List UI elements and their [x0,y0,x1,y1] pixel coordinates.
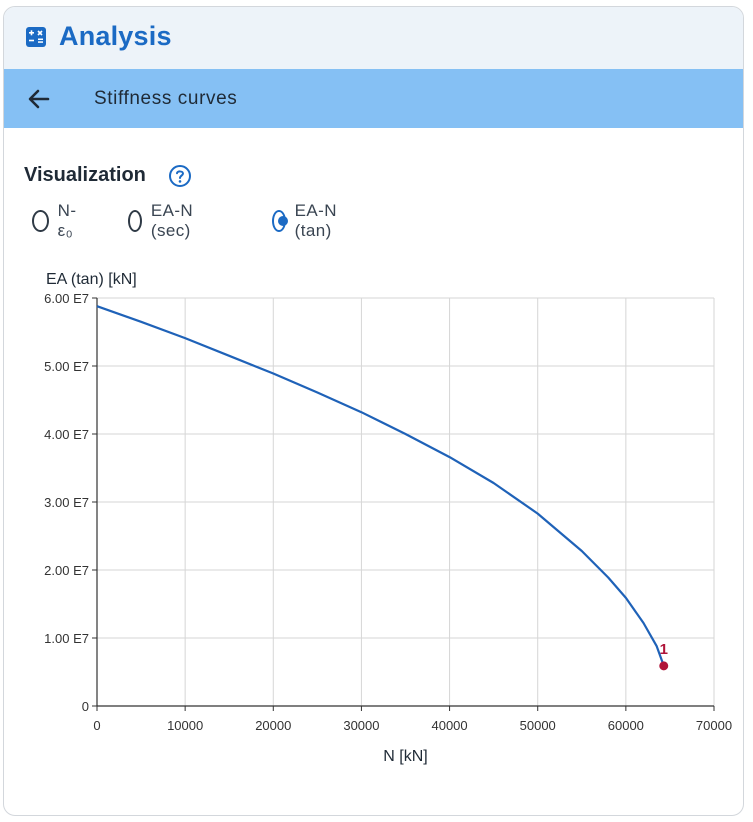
analysis-panel: Analysis Stiffness curves Visualization … [3,6,744,816]
y-axis-label: EA (tan) [kN] [46,271,137,288]
page-title: Stiffness curves [94,88,238,109]
y-tick-label: 4.00 E7 [44,427,89,442]
x-tick-label: 40000 [431,718,467,733]
arrow-left-icon[interactable] [26,86,52,112]
y-tick-label: 5.00 E7 [44,359,89,374]
x-tick-label: 70000 [696,718,732,733]
help-circle-icon[interactable] [168,164,192,188]
radio-button-selected[interactable] [272,210,288,232]
app-header: Analysis [4,7,743,70]
x-tick-label: 60000 [608,718,644,733]
y-tick-label: 0 [82,699,89,714]
y-tick-label: 3.00 E7 [44,495,89,510]
x-tick-label: 20000 [255,718,291,733]
y-tick-label: 6.00 E7 [44,291,89,306]
sub-header: Stiffness curves [4,69,743,128]
y-tick-label: 1.00 E7 [44,631,89,646]
radio-button[interactable] [128,210,142,232]
end-point-label: 1 [660,641,668,658]
x-tick-label: 0 [93,718,100,733]
chart-svg: 0 10000 20000 30000 40000 50000 60000 70000 0 1.0… [44,271,732,765]
end-point-marker [659,661,669,671]
stiffness-chart: 0 10000 20000 30000 40000 50000 60000 70000 0 1.0… [4,262,743,782]
x-tick-label: 30000 [343,718,379,733]
x-axis-label: N [kN] [383,748,427,765]
radio-ea-n-tan[interactable]: EA-N (tan) [272,201,340,240]
x-tick-label: 10000 [167,718,203,733]
x-tick-label: 50000 [520,718,556,733]
radio-n-epsilon[interactable]: N-ε₀ [32,201,82,240]
series-line [96,305,665,667]
radio-label-ea-n-sec: EA-N (sec) [150,201,194,240]
radio-label-ea-n-tan: EA-N (tan) [294,201,337,240]
y-tick-label: 2.00 E7 [44,563,89,578]
radio-ea-n-sec[interactable]: EA-N (sec) [128,201,199,240]
visualization-heading: Visualization [24,164,146,186]
app-title: Analysis [59,21,172,51]
radio-label-n-epsilon: N-ε₀ [57,201,77,240]
calculator-icon [26,27,46,47]
radio-button[interactable] [32,210,49,232]
